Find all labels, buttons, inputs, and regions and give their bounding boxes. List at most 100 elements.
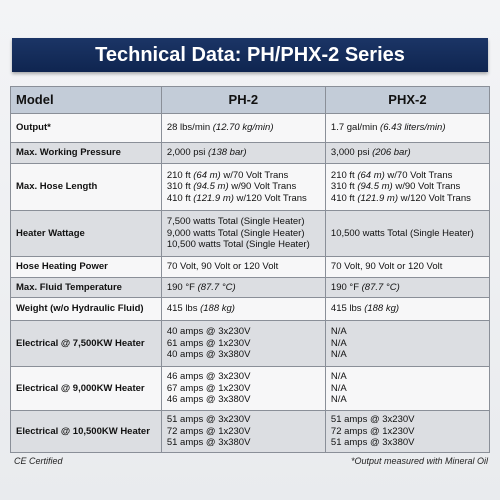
text-segment: 415 lbs xyxy=(166,303,201,315)
cell-line: 70 Volt, 90 Volt or 120 Volt xyxy=(331,261,484,273)
text-segment: (64 m) xyxy=(357,169,385,181)
cell-line: 46 amps @ 3x380V xyxy=(167,394,320,406)
cell: 190 °F (87.7 °C) xyxy=(160,277,326,298)
text-segment: 310 ft xyxy=(330,181,358,193)
cell-line: N/A xyxy=(331,326,484,338)
cell: 70 Volt, 90 Volt or 120 Volt xyxy=(324,256,491,278)
text-segment: (121.9 m) xyxy=(357,192,398,204)
row-label: Heater Wattage xyxy=(10,210,162,257)
cell-line: 410 ft (121.9 m) w/120 Volt Trans xyxy=(331,193,484,205)
text-segment: 10,500 watts Total (Single Heater) xyxy=(330,227,474,239)
table-row: Max. Fluid Temperature 190 °F (87.7 °C) 19… xyxy=(10,277,491,298)
text-segment: 190 °F xyxy=(330,281,362,293)
cell: 10,500 watts Total (Single Heater) xyxy=(324,210,491,257)
text-segment: 1.7 gal/min xyxy=(330,122,381,134)
cell-line: 70 Volt, 90 Volt or 120 Volt xyxy=(167,261,320,273)
text-segment: 3,000 psi xyxy=(330,147,373,159)
cell: 51 amps @ 3x230V 72 amps @ 1x230V 51 amps … xyxy=(160,410,326,453)
cell-line: N/A xyxy=(331,371,484,383)
text-segment: 72 amps @ 1x230V xyxy=(166,425,251,437)
text-segment: w/120 Volt Trans xyxy=(397,192,471,204)
header-row: Model PH-2 PHX-2 xyxy=(10,86,491,114)
row-label: Max. Hose Length xyxy=(10,163,162,211)
text-segment: 28 lbs/min xyxy=(166,122,213,134)
column-header: Model xyxy=(10,86,162,114)
row-label: Weight (w/o Hydraulic Fluid) xyxy=(10,297,162,321)
text-segment: (94.5 m) xyxy=(357,181,393,193)
cell: 1.7 gal/min (6.43 liters/min) xyxy=(324,113,491,143)
row-label: Electrical @ 9,000KW Heater xyxy=(10,366,162,411)
text-segment: (188 kg) xyxy=(364,303,400,315)
column-header: PHX-2 xyxy=(324,86,491,114)
text-segment: (138 bar) xyxy=(208,147,247,159)
cell-line: N/A xyxy=(331,383,484,395)
cell-line: 1.7 gal/min (6.43 liters/min) xyxy=(331,122,484,134)
cell-line: 2,000 psi (138 bar) xyxy=(167,147,320,159)
text-segment: 51 amps @ 3x380V xyxy=(330,437,415,449)
cell-line: 415 lbs (188 kg) xyxy=(331,303,484,315)
cell-line: 10,500 watts Total (Single Heater) xyxy=(167,239,320,251)
text-segment: w/120 Volt Trans xyxy=(233,192,307,204)
table-row: Weight (w/o Hydraulic Fluid) 415 lbs (188… xyxy=(10,297,491,321)
cell-line: 28 lbs/min (12.70 kg/min) xyxy=(167,122,320,134)
cell-line: 61 amps @ 1x230V xyxy=(167,338,320,350)
text-segment: (6.43 liters/min) xyxy=(380,122,446,134)
cell-line: 40 amps @ 3x230V xyxy=(167,326,320,338)
text-segment: N/A xyxy=(330,349,347,361)
table-row: Electrical @ 9,000KW Heater 46 amps @ 3x2… xyxy=(10,366,491,411)
table-row: Max. Hose Length 210 ft (64 m) w/70 Volt … xyxy=(10,163,491,211)
table-row: Electrical @ 10,500KW Heater 51 amps @ 3x… xyxy=(10,410,491,453)
cell: 190 °F (87.7 °C) xyxy=(324,277,491,298)
cell: N/A N/A N/A xyxy=(324,366,491,411)
cell: 3,000 psi (206 bar) xyxy=(324,142,491,164)
cell-line: 190 °F (87.7 °C) xyxy=(167,282,320,294)
table-body: Output* 28 lbs/min (12.70 kg/min) 1.7 gal/… xyxy=(10,113,491,453)
cell-line: 310 ft (94.5 m) w/90 Volt Trans xyxy=(331,181,484,193)
text-segment: 210 ft xyxy=(330,169,358,181)
text-segment: 51 amps @ 3x380V xyxy=(166,437,251,449)
text-segment: (121.9 m) xyxy=(193,192,234,204)
text-segment: 7,500 watts Total (Single Heater) xyxy=(166,216,305,228)
text-segment: N/A xyxy=(330,394,347,406)
text-segment: 190 °F xyxy=(166,281,198,293)
cell-line: 310 ft (94.5 m) w/90 Volt Trans xyxy=(167,181,320,193)
cell-line: 7,500 watts Total (Single Heater) xyxy=(167,216,320,228)
row-label: Max. Fluid Temperature xyxy=(10,277,162,298)
text-segment: 2,000 psi xyxy=(166,147,209,159)
cell-line: 210 ft (64 m) w/70 Volt Trans xyxy=(331,170,484,182)
cell: 70 Volt, 90 Volt or 120 Volt xyxy=(160,256,326,278)
cell: 415 lbs (188 kg) xyxy=(160,297,326,321)
row-label: Electrical @ 7,500KW Heater xyxy=(10,320,162,367)
text-segment: 310 ft xyxy=(166,181,194,193)
text-segment: w/70 Volt Trans xyxy=(384,169,453,181)
cell: 7,500 watts Total (Single Heater) 9,000 w… xyxy=(160,210,326,257)
row-label: Electrical @ 10,500KW Heater xyxy=(10,410,162,453)
text-segment: 40 amps @ 3x230V xyxy=(166,326,251,338)
text-segment: 61 amps @ 1x230V xyxy=(166,337,251,349)
cell: 210 ft (64 m) w/70 Volt Trans 310 ft (94.… xyxy=(324,163,491,211)
title-banner: Technical Data: PH/PHX-2 Series xyxy=(12,38,488,72)
cell-line: N/A xyxy=(331,394,484,406)
cell-line: 67 amps @ 1x230V xyxy=(167,383,320,395)
cell-line: 3,000 psi (206 bar) xyxy=(331,147,484,159)
cell-line: 9,000 watts Total (Single Heater) xyxy=(167,228,320,240)
text-segment: (87.7 °C) xyxy=(197,281,236,293)
column-header: PH-2 xyxy=(160,86,326,114)
cell: 415 lbs (188 kg) xyxy=(324,297,491,321)
text-segment: (12.70 kg/min) xyxy=(212,122,274,134)
cell-line: 46 amps @ 3x230V xyxy=(167,371,320,383)
cell-line: 410 ft (121.9 m) w/120 Volt Trans xyxy=(167,193,320,205)
text-segment: 70 Volt, 90 Volt or 120 Volt xyxy=(330,261,443,273)
cell-line: 40 amps @ 3x380V xyxy=(167,349,320,361)
row-label: Max. Working Pressure xyxy=(10,142,162,164)
text-segment: N/A xyxy=(330,337,347,349)
table-row: Output* 28 lbs/min (12.70 kg/min) 1.7 gal/… xyxy=(10,113,491,143)
text-segment: N/A xyxy=(330,371,347,383)
cell: 46 amps @ 3x230V 67 amps @ 1x230V 46 amps … xyxy=(160,366,326,411)
table-row: Electrical @ 7,500KW Heater 40 amps @ 3x2… xyxy=(10,320,491,367)
text-segment: (87.7 °C) xyxy=(361,281,400,293)
cell-line: 190 °F (87.7 °C) xyxy=(331,282,484,294)
text-segment: N/A xyxy=(330,382,347,394)
text-segment: 51 amps @ 3x230V xyxy=(330,414,415,426)
